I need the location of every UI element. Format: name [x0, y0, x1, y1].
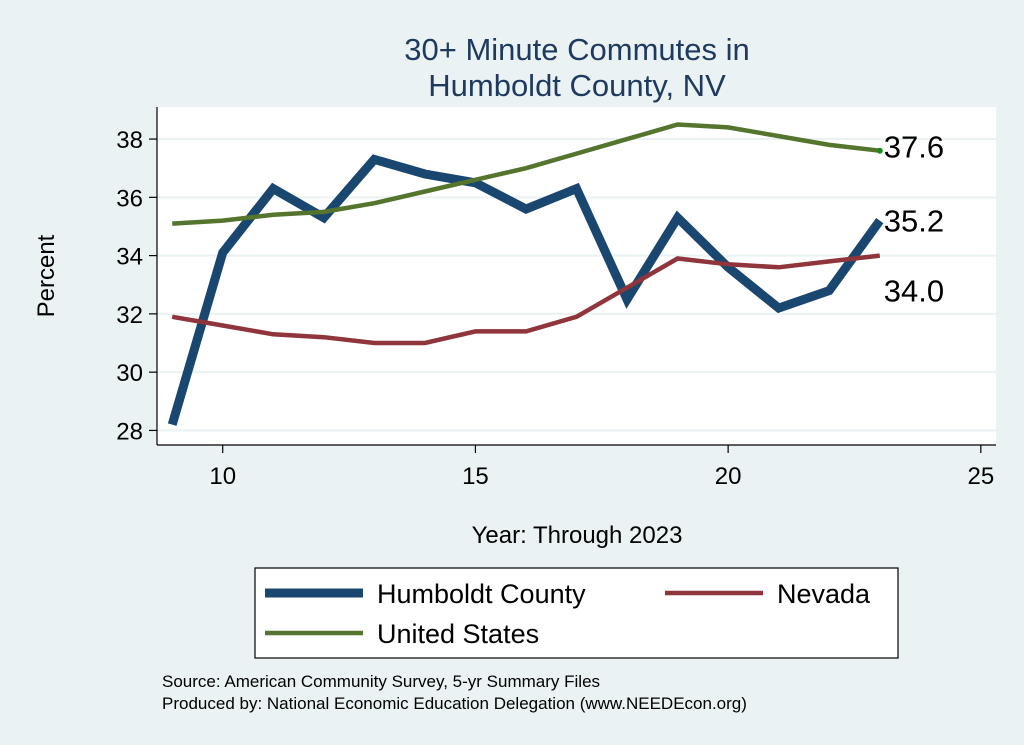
source-note: Source: American Community Survey, 5-yr …: [162, 672, 600, 691]
y-tick-label: 30: [116, 360, 143, 387]
produced-by-note: Produced by: National Economic Education…: [162, 694, 747, 713]
end-labels: 35.2 34.0 37.6: [884, 130, 944, 309]
legend-label-humboldt: Humboldt County: [377, 579, 586, 609]
chart-title-line-1: 30+ Minute Commutes in: [404, 32, 749, 67]
end-label-humboldt: 35.2: [884, 204, 944, 239]
x-tick-label: 25: [967, 463, 994, 490]
series-end-marker-united-states: [876, 147, 883, 154]
y-tick-label: 34: [116, 244, 143, 271]
series-line-nevada: [171, 253, 881, 346]
plot-area: [157, 107, 996, 445]
y-ticks: 28 30 32 34 36 38: [116, 127, 157, 445]
y-tick-label: 38: [116, 127, 143, 154]
series-line-united-states: [172, 122, 881, 226]
legend-box: [254, 567, 899, 659]
x-tick-label: 10: [209, 463, 236, 490]
x-ticks: 10 15 20 25: [209, 445, 994, 490]
y-axis-label: Percent: [33, 234, 60, 317]
legend-label-nevada: Nevada: [777, 579, 871, 609]
series-lines: [167, 122, 884, 426]
x-tick-label: 15: [462, 463, 489, 490]
legend-items: Humboldt County Nevada United States: [265, 579, 871, 649]
y-tick-label: 32: [116, 302, 143, 329]
end-label-nevada: 34.0: [884, 274, 944, 309]
end-label-united-states: 37.6: [884, 130, 944, 165]
y-tick-label: 28: [116, 418, 143, 445]
x-tick-label: 20: [715, 463, 742, 490]
x-axis-label: Year: Through 2023: [472, 522, 683, 549]
chart-title-line-2: Humboldt County, NV: [428, 68, 726, 103]
series-line-humboldt: [167, 154, 884, 426]
legend-label-united-states: United States: [377, 619, 539, 649]
y-tick-label: 36: [116, 185, 143, 212]
